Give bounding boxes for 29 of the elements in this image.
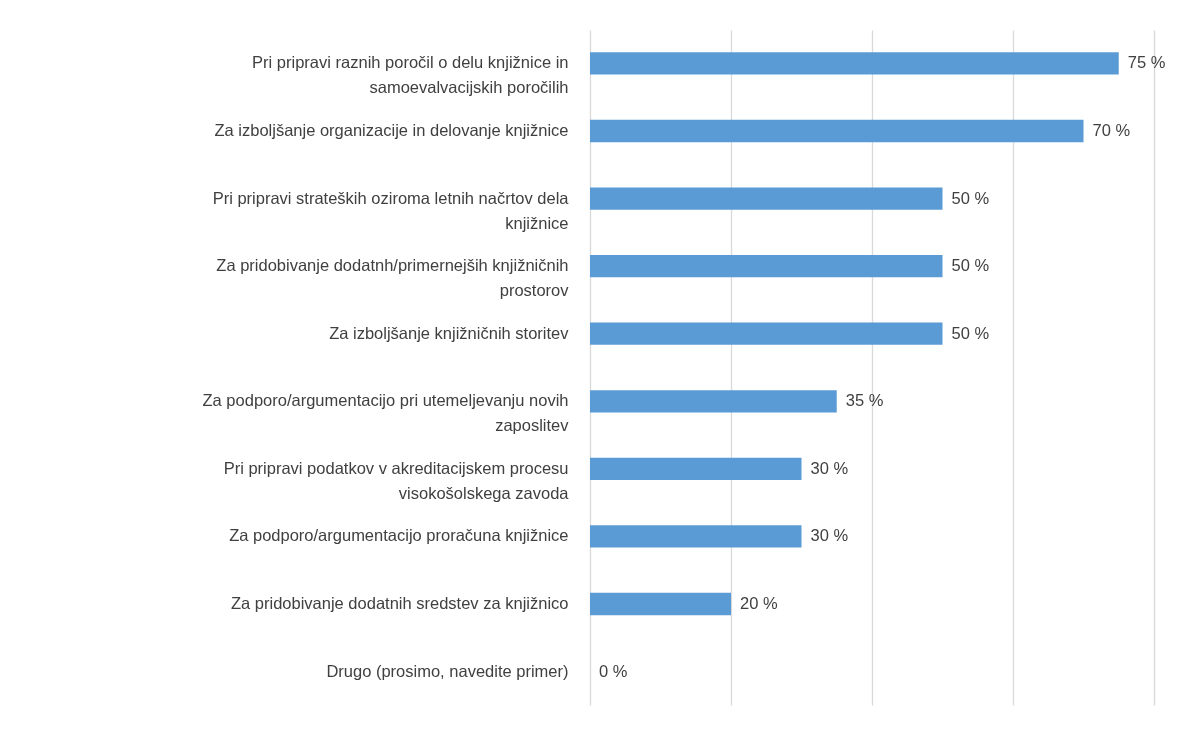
bar [590,525,802,548]
data-label: 35 % [845,391,884,410]
data-label: 30 % [810,458,849,477]
y-tick-label: Za izboljšanje knjižničnih storitev [329,323,570,342]
bar [590,390,837,413]
y-tick-label: Pri pripravi raznih poročil o delu knjižnice in samoevalvacijskih poročilih [252,53,569,97]
bar [590,52,1119,75]
bar [590,457,802,480]
y-tick-label: Za podporo/argumentacijo proračuna knjižnice [229,526,569,545]
y-tick-label: Pri pripravi strateških oziroma letnih načrtov dela knjižnice [212,188,570,232]
data-label: 50 % [951,323,990,342]
y-tick-label: Za pridobivanje dodatnih sredstev za knjižnico [230,593,569,612]
data-label: 20 % [740,593,778,612]
data-label: 0 % [599,661,628,680]
data-label: 30 % [810,526,849,545]
data-label: 50 % [951,188,990,207]
bar [590,592,731,616]
bar [590,187,943,210]
y-tick-label: Za pridobivanje dodatnh/primernejših knjižničnih prostorov [216,256,570,300]
bar [590,255,943,278]
bar [590,322,943,345]
y-tick-label: Za podporo/argumentacijo pri utemeljevanju novih zaposlitev [202,391,570,435]
bar [590,119,1084,143]
y-tick-label: Drugo (prosimo, navedite primer) [326,661,569,680]
y-tick-label: Pri pripravi podatkov v akreditacijskem procesu visokošolskega zavoda [223,458,570,502]
data-label: 70 % [1092,121,1131,140]
data-label: 50 % [951,256,990,275]
y-tick-label: Za izboljšanje organizacije in delovanje knjižnice [214,121,569,140]
data-label: 75 % [1127,53,1166,72]
